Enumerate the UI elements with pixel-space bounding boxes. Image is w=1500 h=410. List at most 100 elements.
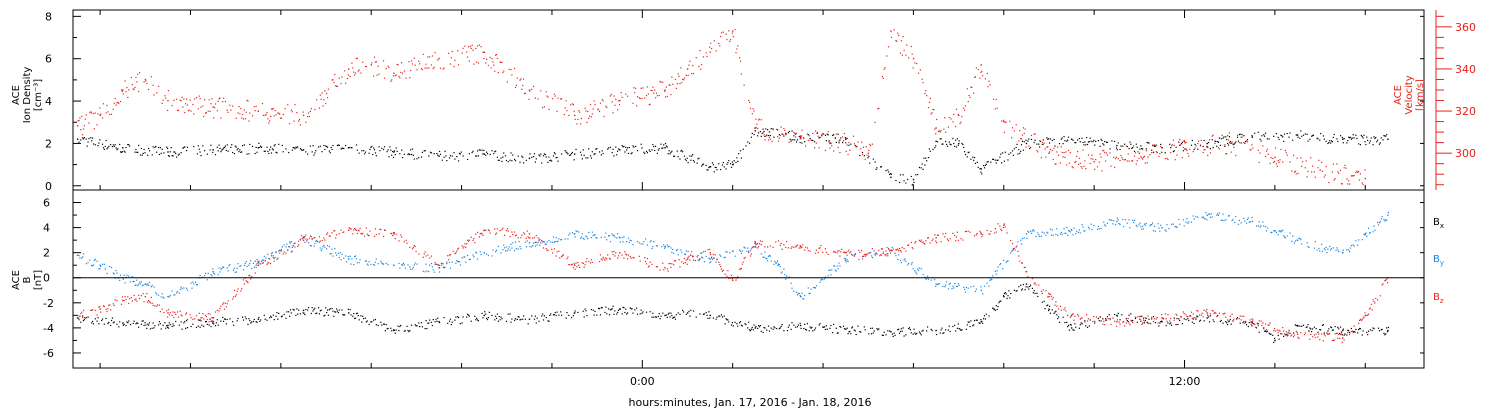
velocity-series-dot xyxy=(1056,151,1058,153)
series-by-dot xyxy=(122,278,124,280)
velocity-series-dot xyxy=(948,116,950,119)
series-by-dot xyxy=(1186,218,1188,220)
ion-density-series-dot xyxy=(222,148,224,150)
ion-density-series-dot xyxy=(750,136,752,138)
series-bz-dot xyxy=(329,235,331,237)
series-bz-dot xyxy=(1215,312,1217,314)
series-bx-dot xyxy=(590,309,593,311)
series-bz-dot xyxy=(154,305,156,307)
velocity-series-dot xyxy=(1209,152,1212,154)
series-by-dot xyxy=(133,280,135,283)
series-bx-dot xyxy=(113,321,115,323)
series-by-dot xyxy=(992,275,994,277)
series-bx-dot xyxy=(146,327,148,329)
series-by-dot xyxy=(319,247,321,249)
series-bz-dot xyxy=(174,311,176,314)
series-bx-dot xyxy=(1367,330,1370,332)
series-by-dot xyxy=(318,241,321,243)
series-by-dot xyxy=(1027,230,1029,233)
ion-density-series-dot xyxy=(1016,143,1018,146)
series-bx-dot xyxy=(111,317,114,319)
velocity-series-dot xyxy=(230,109,232,111)
velocity-series-dot xyxy=(422,53,424,55)
series-bx-dot xyxy=(1344,333,1346,335)
series-by-dot xyxy=(1223,219,1225,221)
series-by-dot xyxy=(904,258,906,260)
series-by-dot xyxy=(882,251,884,253)
series-bx-dot xyxy=(325,307,327,309)
series-bx-dot xyxy=(249,319,251,322)
series-bx-dot xyxy=(305,308,307,311)
ion-density-series-dot xyxy=(722,161,724,164)
series-by-dot xyxy=(581,233,583,235)
ion-density-series-dot xyxy=(260,145,262,147)
series-bx-point xyxy=(257,318,260,320)
series-bx-dot xyxy=(918,331,921,333)
series-bx-dot xyxy=(535,322,537,324)
series-bz-dot xyxy=(224,302,227,304)
series-bz-dot xyxy=(1161,317,1164,319)
series-by-dot xyxy=(1029,230,1032,232)
velocity-series-dot xyxy=(188,109,190,111)
velocity-series-point xyxy=(709,51,711,53)
series-bx-dot xyxy=(1352,331,1354,333)
ion-density-series-dot xyxy=(1185,148,1187,150)
series-bx-dot xyxy=(171,325,173,328)
ion-density-series-dot xyxy=(270,146,272,148)
series-bz-dot xyxy=(905,250,907,252)
labels-layer: hours:minutes, Jan. 17, 2016 - Jan. 18, … xyxy=(11,10,1476,409)
series-bx-dot xyxy=(501,318,503,320)
series-bz-dot xyxy=(727,270,729,272)
velocity-series-dot xyxy=(1046,146,1048,148)
ion-density-series-dot xyxy=(443,156,445,158)
velocity-series-dot xyxy=(307,116,309,118)
series-bz-dot xyxy=(138,294,140,296)
velocity-series-dot xyxy=(226,109,228,111)
velocity-series-dot xyxy=(91,112,93,114)
ion-density-series-dot xyxy=(243,144,245,146)
ion-density-series-dot xyxy=(594,153,596,155)
series-bz-dot xyxy=(561,255,564,257)
velocity-series-dot xyxy=(870,145,872,147)
series-by-dot xyxy=(511,247,513,249)
series-bx-dot xyxy=(1183,318,1185,320)
velocity-series-dot xyxy=(1143,155,1146,157)
ion-density-series-dot xyxy=(174,151,176,153)
ion-density-series-dot xyxy=(350,147,352,149)
series-bz-dot xyxy=(291,250,293,252)
series-by-dot xyxy=(1386,219,1388,221)
series-by-dot xyxy=(1020,243,1023,245)
series-bx-dot xyxy=(307,309,309,311)
ion-density-series-dot xyxy=(1030,138,1033,141)
series-bx-dot xyxy=(1305,326,1307,328)
series-bz-dot xyxy=(1361,319,1363,321)
series-bz-dot xyxy=(555,255,557,257)
series-bz-dot xyxy=(818,247,820,250)
velocity-series-dot xyxy=(1284,149,1287,152)
series-bx-dot xyxy=(356,312,358,314)
velocity-series-dot xyxy=(291,111,293,113)
velocity-series-dot xyxy=(849,149,851,151)
velocity-series-dot xyxy=(344,70,346,72)
series-bx-dot xyxy=(342,313,344,316)
ion-density-series-dot xyxy=(1203,139,1205,142)
series-bx-dot xyxy=(621,313,623,315)
ion-density-series-dot xyxy=(941,143,943,145)
series-bx-dot xyxy=(101,319,103,322)
series-by-dot xyxy=(671,251,673,253)
velocity-series-dot xyxy=(1033,133,1035,135)
series-by-dot xyxy=(1325,246,1327,249)
ion-density-series-dot xyxy=(429,151,432,153)
velocity-series-dot xyxy=(952,121,954,123)
series-by-dot xyxy=(1279,230,1281,232)
velocity-series-dot xyxy=(495,53,498,56)
series-by-dot xyxy=(1106,222,1109,225)
ion-density-series-dot xyxy=(1328,141,1330,144)
series-bx-dot xyxy=(1084,320,1086,322)
velocity-series-dot xyxy=(960,121,962,123)
series-by-dot xyxy=(814,287,816,289)
ion-density-series-dot xyxy=(251,145,254,148)
series-bx-dot xyxy=(936,333,938,336)
series-by-dot xyxy=(480,254,482,256)
series-bx-dot xyxy=(1289,332,1291,334)
